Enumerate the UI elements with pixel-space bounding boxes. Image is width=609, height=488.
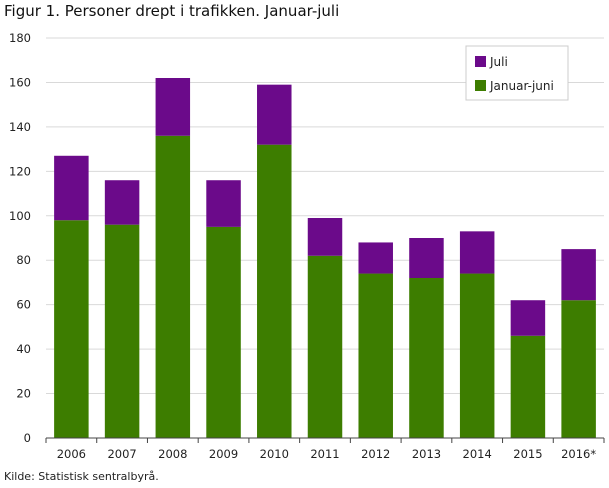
- x-tick-label: 2011: [310, 447, 339, 461]
- chart-title: Figur 1. Personer drept i trafikken. Jan…: [4, 2, 340, 20]
- bar-januar-juni-2010: [257, 144, 292, 438]
- y-tick-label: 20: [16, 387, 31, 401]
- y-tick-label: 60: [16, 298, 31, 312]
- y-tick-label: 140: [9, 120, 31, 134]
- bar-januar-juni-2011: [307, 255, 343, 438]
- bar-juli-2015: [510, 300, 546, 336]
- bar-juli-2008: [155, 78, 191, 136]
- x-tick-label: 2008: [158, 447, 187, 461]
- bars: [54, 78, 596, 438]
- x-tick-label: 2007: [107, 447, 136, 461]
- bar-juli-2010: [257, 84, 292, 145]
- x-tick-label: 2006: [57, 447, 86, 461]
- y-tick-label: 40: [16, 342, 31, 356]
- source-note: Kilde: Statistisk sentralbyrå.: [4, 470, 159, 483]
- bar-juli-2007: [104, 180, 140, 225]
- legend-label: Januar-juni: [489, 79, 554, 93]
- bar-januar-juni-2013: [409, 278, 444, 438]
- x-tick-label: 2009: [209, 447, 238, 461]
- bar-juli-2016: [561, 249, 596, 301]
- bar-juli-2012: [358, 242, 393, 274]
- x-tick-label: 2013: [412, 447, 441, 461]
- legend-swatch: [475, 80, 486, 91]
- bar-juli-2013: [409, 238, 444, 278]
- bar-januar-juni-2014: [459, 273, 495, 438]
- legend-label: Juli: [489, 55, 508, 69]
- bar-januar-juni-2008: [155, 135, 191, 438]
- y-tick-label: 120: [9, 164, 31, 178]
- bar-januar-juni-2012: [358, 273, 393, 438]
- bar-juli-2011: [307, 218, 343, 256]
- bar-januar-juni-2007: [104, 224, 140, 438]
- legend-swatch: [475, 56, 486, 67]
- bar-januar-juni-2016: [561, 300, 596, 438]
- y-tick-label: 160: [9, 75, 31, 89]
- x-tick-label: 2016*: [561, 447, 596, 461]
- bar-januar-juni-2009: [206, 226, 241, 438]
- bar-januar-juni-2006: [54, 220, 89, 438]
- bar-januar-juni-2015: [510, 335, 546, 438]
- y-tick-label: 80: [16, 253, 31, 267]
- bar-juli-2009: [206, 180, 241, 227]
- x-tick-label: 2010: [260, 447, 289, 461]
- bar-juli-2006: [54, 155, 89, 221]
- x-tick-label: 2012: [361, 447, 390, 461]
- x-tick-label: 2014: [463, 447, 492, 461]
- x-tick-label: 2015: [513, 447, 542, 461]
- y-tick-label: 180: [9, 31, 31, 45]
- axes: 0 20 40 60 80 100 120 140 160 180 2006 2007 2008 2009…: [9, 31, 605, 461]
- legend: Juli Januar-juni: [465, 45, 569, 101]
- y-tick-label: 0: [24, 431, 31, 445]
- y-tick-label: 100: [9, 209, 31, 223]
- bar-juli-2014: [459, 231, 495, 274]
